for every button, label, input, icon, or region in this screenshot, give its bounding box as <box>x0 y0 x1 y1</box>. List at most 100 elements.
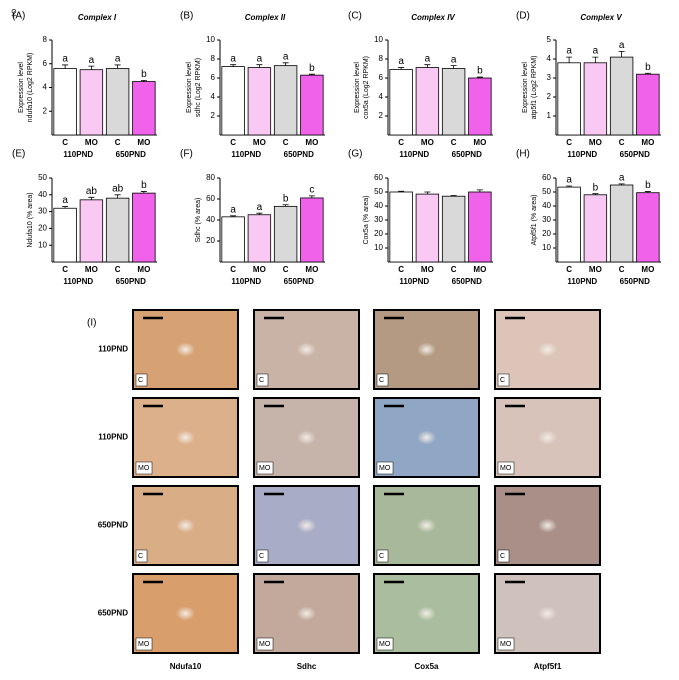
error-bar <box>644 191 651 193</box>
bar <box>79 199 104 263</box>
micrograph <box>494 309 601 390</box>
significance-letter: b <box>645 62 651 73</box>
micrograph <box>132 485 239 566</box>
x-tick-label: C <box>62 138 68 147</box>
y-axis-label: Expression level <box>186 62 193 113</box>
x-tick-label: MO <box>473 265 486 274</box>
error-bar <box>114 194 121 199</box>
error-bar <box>618 51 625 58</box>
bar <box>221 216 245 263</box>
row-label: 650PND <box>98 521 128 530</box>
error-bar <box>256 64 263 68</box>
y-tick-label: 2 <box>379 111 384 120</box>
significance-letter: b <box>283 193 289 204</box>
y-axis-label: Expression level <box>522 62 529 113</box>
panel-label: (C) <box>348 11 362 22</box>
sample-tag: C <box>379 377 384 384</box>
group-label: 650PND <box>620 150 650 159</box>
y-tick-label: 8 <box>43 35 48 44</box>
bar <box>609 56 634 136</box>
error-bar <box>592 193 599 195</box>
y-tick-label: 6 <box>211 73 216 82</box>
error-bar <box>566 56 573 63</box>
y-tick-label: 40 <box>542 201 551 210</box>
bar <box>247 214 272 263</box>
column-label: Atpf5f1 <box>534 662 562 671</box>
sample-tag: C <box>259 377 264 384</box>
group-label: 650PND <box>284 150 314 159</box>
bar <box>132 81 156 136</box>
x-tick-label: MO <box>641 138 654 147</box>
micrograph <box>132 397 239 478</box>
bar <box>415 67 440 136</box>
bar <box>441 68 466 136</box>
bar <box>105 197 130 263</box>
y-tick-label: 40 <box>38 190 47 199</box>
significance-letter: ab <box>112 183 124 194</box>
column-label: Ndufa10 <box>170 662 202 671</box>
error-bar <box>450 65 457 69</box>
y-tick-label: 4 <box>547 54 552 63</box>
x-tick-label: C <box>115 265 121 274</box>
group-label: 110PND <box>231 277 261 286</box>
bar <box>273 65 298 136</box>
significance-letter: a <box>230 204 236 215</box>
bar <box>583 194 608 263</box>
significance-letter: b <box>593 182 599 193</box>
bar <box>468 77 492 136</box>
error-bar <box>424 191 431 195</box>
tag-box <box>135 637 153 651</box>
significance-letter: a <box>115 54 121 65</box>
y-tick-label: 50 <box>38 173 47 182</box>
bar <box>636 192 660 263</box>
y-axis-label: Expression level <box>18 62 25 113</box>
error-bar <box>450 195 457 197</box>
sample-tag: MO <box>379 465 391 472</box>
x-tick-label: C <box>451 265 457 274</box>
error-bar <box>88 196 95 200</box>
significance-letter: c <box>309 184 314 195</box>
y-tick-label: 30 <box>38 207 47 216</box>
x-tick-label: MO <box>589 265 602 274</box>
group-label: 110PND <box>231 150 261 159</box>
y-tick-label: 10 <box>374 243 383 252</box>
bar <box>221 66 245 136</box>
y-tick-label: 20 <box>206 236 215 245</box>
micrograph <box>373 573 480 654</box>
tag-box <box>256 549 269 563</box>
group-label: 650PND <box>116 150 146 159</box>
y-tick-label: 4 <box>43 83 48 92</box>
micrograph <box>132 309 239 390</box>
sample-tag: C <box>138 553 143 560</box>
y-tick-label: 30 <box>374 215 383 224</box>
x-tick-label: C <box>619 265 625 274</box>
sample-tag: MO <box>500 465 512 472</box>
error-bar <box>592 56 599 63</box>
significance-letter: a <box>619 40 625 51</box>
y-axis-label: Expression level <box>354 62 361 113</box>
error-bar <box>398 190 405 192</box>
significance-letter: b <box>141 180 147 191</box>
y-tick-label: 40 <box>206 215 215 224</box>
panel-label: (G) <box>348 149 362 160</box>
tag-box <box>497 637 515 651</box>
error-bar <box>140 191 147 194</box>
sample-tag: MO <box>138 465 150 472</box>
micrograph <box>373 485 480 566</box>
y-axis-label: atp5f1 (Log2 RPKM) <box>531 56 538 120</box>
x-tick-label: MO <box>85 265 98 274</box>
error-bar <box>424 64 431 68</box>
y-tick-label: 10 <box>542 243 551 252</box>
bar <box>53 207 77 263</box>
error-bar <box>140 79 147 82</box>
significance-letter: b <box>645 180 651 191</box>
x-tick-label: MO <box>137 138 150 147</box>
x-tick-label: MO <box>253 138 266 147</box>
tag-box <box>135 461 153 475</box>
tag-box <box>376 549 389 563</box>
y-axis-label: Cox5a (% area) <box>363 195 370 244</box>
bar <box>468 191 492 263</box>
y-tick-label: 60 <box>542 173 551 182</box>
sample-tag: MO <box>138 641 150 648</box>
